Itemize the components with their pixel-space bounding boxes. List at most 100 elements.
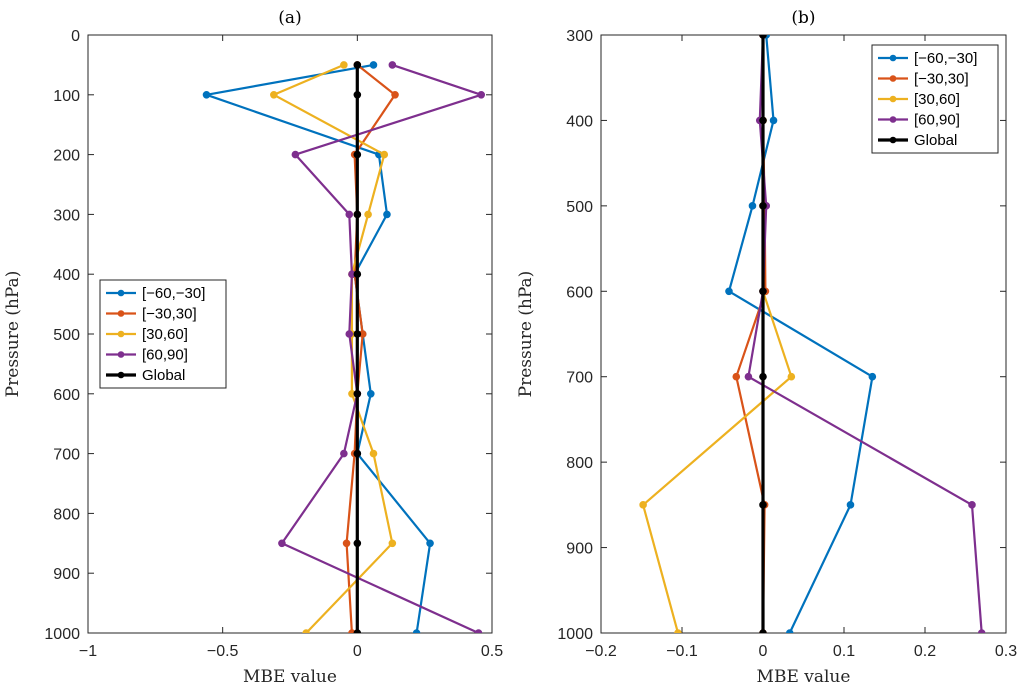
data-point: [353, 449, 362, 458]
data-point: [725, 287, 733, 296]
x-tick-label: −0.5: [207, 643, 239, 660]
legend-item: [−30,30]: [106, 306, 197, 323]
legend-label: [30,60]: [914, 91, 960, 108]
data-point: [759, 372, 767, 381]
data-point: [977, 629, 986, 633]
legend-marker: [117, 310, 125, 317]
legend: [−60,−30] [−30,30] [30,60] [60,90] Global: [871, 44, 999, 154]
legend-marker: [117, 330, 125, 338]
data-point: [340, 61, 348, 69]
legend-item: Global: [106, 367, 185, 384]
legend-marker: [117, 351, 125, 358]
x-tick-label: 0.2: [914, 643, 936, 660]
y-tick-label: 100: [53, 88, 80, 105]
data-point: [353, 539, 362, 548]
series-2: [270, 61, 397, 633]
x-tick-label: −0.2: [585, 643, 617, 660]
y-tick-label: 400: [53, 267, 80, 284]
y-tick-label: 200: [53, 148, 80, 165]
data-point: [380, 150, 389, 159]
data-point: [787, 372, 796, 381]
chart-title: (b): [791, 8, 815, 28]
data-point: [412, 629, 421, 633]
data-point: [759, 629, 767, 633]
data-point: [353, 61, 362, 69]
x-tick-label: 0: [353, 643, 362, 660]
legend-label: [60,90]: [142, 347, 188, 364]
chart-panel-a: −1 −0.5 0 0.5 0 100 200 300 400 500 600 700 800 900 10…: [3, 8, 503, 687]
y-tick-label: 1000: [557, 626, 593, 643]
y-tick-label: 900: [566, 541, 593, 558]
data-point: [748, 202, 757, 210]
series-line: [280, 63, 483, 633]
legend-item: [−60,−30]: [878, 50, 977, 67]
series-4: [759, 35, 767, 633]
y-tick-label: 700: [53, 447, 80, 464]
series-0: [725, 35, 877, 633]
legend-marker: [117, 289, 125, 297]
data-point: [759, 287, 767, 296]
data-point: [202, 91, 211, 99]
data-point: [353, 330, 362, 338]
data-point: [388, 61, 397, 69]
legend-item: [60,90]: [878, 112, 960, 129]
data-point: [769, 116, 778, 125]
data-point: [383, 210, 391, 219]
legend-item: [30,60]: [106, 326, 188, 343]
data-point: [388, 539, 397, 548]
legend-marker: [117, 371, 125, 379]
data-point: [477, 91, 486, 99]
legend-marker: [889, 136, 897, 144]
data-point: [353, 91, 362, 99]
legend-label: [−30,30]: [914, 71, 969, 88]
data-point: [744, 372, 753, 381]
y-tick-label: 1000: [44, 626, 80, 643]
y-tick-label: 400: [566, 113, 593, 130]
data-point: [353, 210, 362, 219]
legend-label: [60,90]: [914, 112, 960, 129]
y-tick-label: 300: [566, 28, 593, 45]
chart-panel-b: −0.2 −0.1 0 0.1 0.2 0.3 300 400 500 600 700 800 900 1…: [516, 8, 1017, 687]
legend-label: [−60,−30]: [914, 50, 977, 67]
legend-item: [−30,30]: [878, 71, 969, 88]
data-point: [732, 372, 741, 381]
data-point: [846, 501, 855, 509]
legend-label: [−30,30]: [142, 306, 197, 323]
data-point: [968, 501, 976, 509]
data-point: [348, 629, 356, 633]
data-point: [291, 150, 300, 159]
data-point: [353, 270, 362, 279]
data-point: [759, 202, 767, 210]
data-point: [759, 116, 767, 125]
legend-label: Global: [142, 367, 185, 384]
x-tick-label: 0.3: [995, 643, 1017, 660]
data-point: [674, 629, 682, 633]
legend-item: [60,90]: [106, 347, 188, 364]
legend-item: [−60,−30]: [106, 285, 205, 302]
data-point: [367, 390, 375, 398]
data-point: [369, 61, 378, 69]
data-point: [340, 449, 348, 458]
y-tick-label: 700: [566, 370, 593, 387]
legend: [−60,−30] [−30,30] [30,60] [60,90] Global: [99, 279, 227, 389]
data-point: [353, 390, 362, 398]
data-point: [353, 629, 362, 633]
legend-marker: [889, 116, 897, 123]
data-point: [364, 210, 372, 219]
x-axis-label: MBE value: [757, 667, 851, 687]
data-point: [759, 501, 767, 509]
y-tick-label: 900: [53, 566, 80, 583]
x-tick-label: −0.1: [666, 643, 698, 660]
data-point: [426, 539, 434, 548]
data-point: [785, 629, 794, 633]
legend-label: [−60,−30]: [142, 285, 205, 302]
y-tick-label: 600: [566, 284, 593, 301]
series-4: [353, 61, 362, 633]
series-line: [272, 63, 394, 633]
data-point: [278, 539, 286, 548]
data-point: [345, 210, 354, 219]
legend-marker: [889, 54, 897, 62]
y-tick-label: 300: [53, 207, 80, 224]
x-tick-label: 0.5: [481, 643, 503, 660]
